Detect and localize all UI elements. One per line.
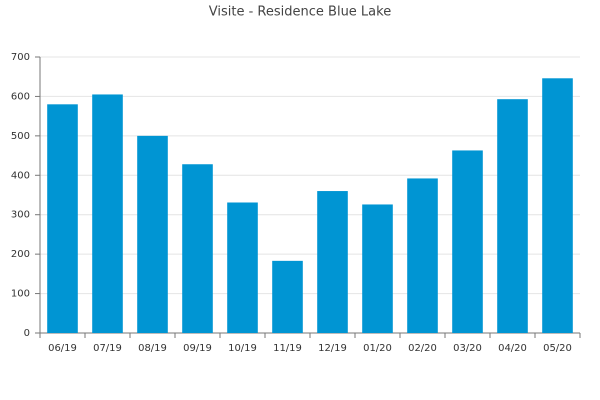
x-tick-label: 01/20	[363, 343, 392, 354]
x-tick-label: 06/19	[48, 343, 77, 354]
chart-title: Visite - Residence Blue Lake	[209, 5, 391, 20]
bar	[542, 78, 573, 333]
x-tick-label: 03/20	[453, 343, 482, 354]
x-tick-label: 12/19	[318, 343, 347, 354]
bar	[362, 204, 393, 333]
x-tick-label: 10/19	[228, 343, 257, 354]
bar	[497, 99, 528, 333]
x-tick-label: 04/20	[498, 343, 527, 354]
y-tick-label: 600	[11, 91, 30, 102]
y-tick-label: 700	[11, 52, 30, 63]
x-tick-label: 02/20	[408, 343, 437, 354]
y-tick-label: 200	[11, 249, 30, 260]
y-tick-label: 400	[11, 170, 30, 181]
x-tick-label: 09/19	[183, 343, 212, 354]
y-tick-label: 0	[24, 328, 30, 339]
y-tick-label: 300	[11, 210, 30, 221]
bar	[227, 202, 258, 333]
bar	[47, 104, 78, 333]
bar	[452, 150, 483, 333]
y-tick-label: 500	[11, 131, 30, 142]
bar	[317, 191, 348, 333]
x-tick-label: 05/20	[543, 343, 572, 354]
bar	[407, 178, 438, 333]
bar	[92, 94, 123, 333]
bar	[272, 260, 303, 333]
bar	[182, 164, 213, 333]
y-tick-label: 100	[11, 289, 30, 300]
x-tick-label: 08/19	[138, 343, 167, 354]
x-tick-label: 07/19	[93, 343, 122, 354]
x-tick-label: 11/19	[273, 343, 302, 354]
bar	[137, 135, 168, 333]
